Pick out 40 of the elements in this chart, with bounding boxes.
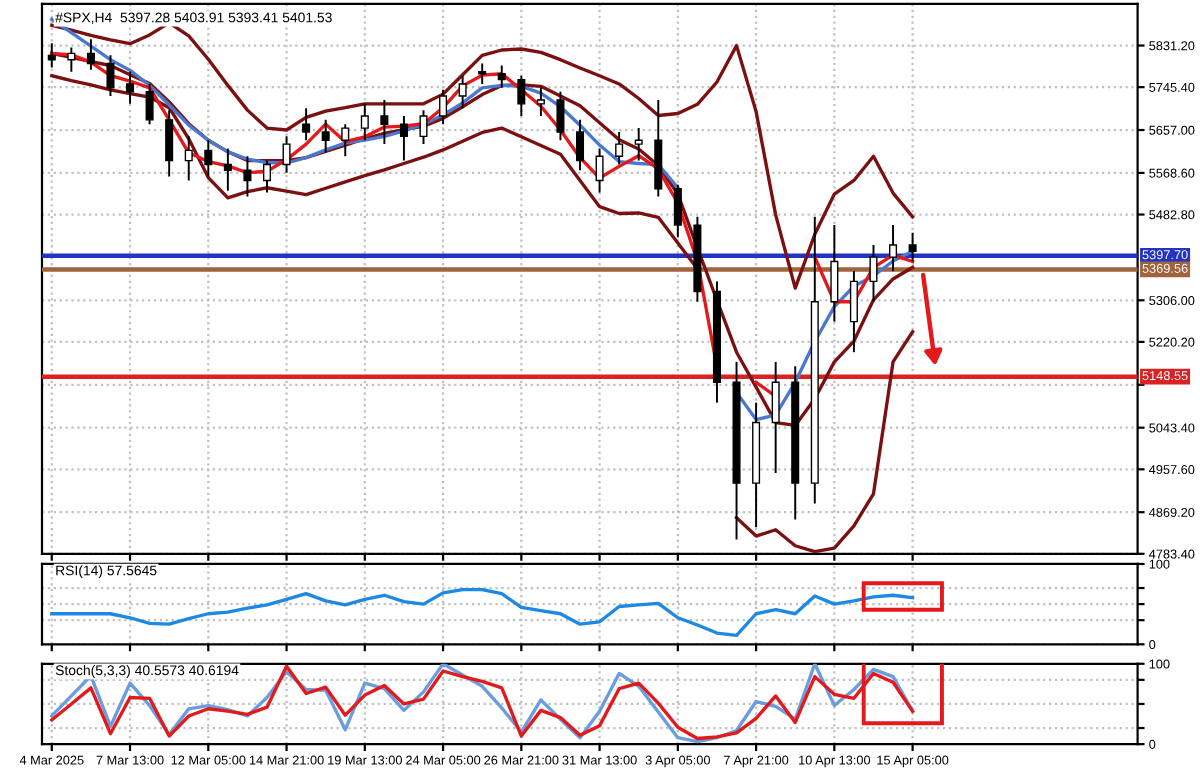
candlestick	[634, 127, 643, 162]
candlestick	[86, 38, 95, 71]
candlestick	[595, 147, 604, 194]
candlestick	[302, 107, 311, 142]
candlestick	[360, 102, 369, 142]
candlestick	[458, 74, 467, 110]
candlestick	[282, 135, 291, 174]
candlestick	[849, 270, 858, 354]
candlestick	[321, 118, 330, 154]
candlestick	[204, 139, 213, 178]
candlestick	[165, 109, 174, 178]
candlestick	[67, 46, 76, 73]
candlestick	[478, 62, 487, 85]
candlestick	[575, 118, 585, 172]
candlestick	[380, 98, 389, 146]
candlestick	[673, 183, 682, 239]
candlestick	[419, 109, 428, 146]
candlestick	[615, 130, 624, 166]
candlestick	[869, 244, 878, 303]
candlestick	[771, 360, 780, 474]
candlestick	[47, 42, 56, 69]
candlestick	[889, 224, 898, 273]
line-series	[50, 587, 915, 638]
candlestick	[536, 86, 545, 117]
candlestick	[556, 90, 565, 142]
candlestick	[262, 159, 272, 194]
line-series	[50, 21, 915, 290]
candlestick	[830, 224, 839, 323]
candlestick	[497, 64, 506, 89]
candlestick	[341, 123, 350, 158]
candlestick	[399, 114, 408, 162]
candlestick	[106, 54, 115, 98]
candlestick	[439, 88, 448, 126]
candlestick	[126, 70, 135, 105]
candlestick	[145, 82, 154, 126]
candlestick	[908, 231, 917, 263]
candlestick	[184, 135, 193, 182]
candlestick	[243, 155, 252, 198]
candlestick	[223, 147, 232, 192]
candlestick	[517, 74, 526, 117]
